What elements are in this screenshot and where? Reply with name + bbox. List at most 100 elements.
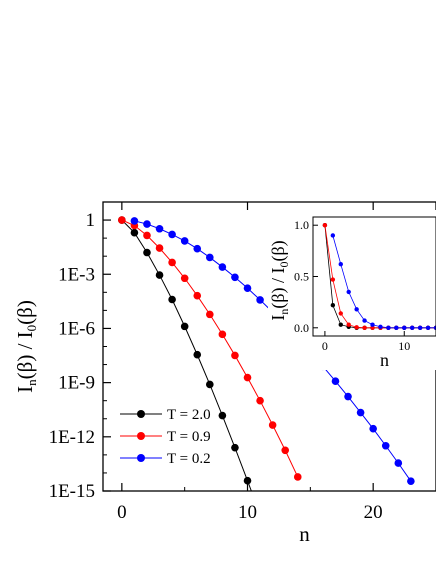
legend-label-2: T = 0.2 <box>167 451 211 467</box>
main-axis-ticks: 0 10 20 1 1E-3 1E-6 1E-9 1E-12 1E-15 <box>49 202 383 523</box>
main-series-0-point-3 <box>155 271 164 279</box>
main-series-1-point-12 <box>268 421 277 429</box>
legend-label-0: T = 2.0 <box>167 407 211 423</box>
inset-y-axis-label: In(β) / I0(β) <box>268 240 291 320</box>
main-series-2-point-5 <box>193 244 202 253</box>
main-y-tick-label-2: 1E-6 <box>58 318 95 339</box>
inset-series-2-point-3 <box>354 307 359 312</box>
main-series-1-point-3 <box>155 244 164 252</box>
inset-series-2-point-8 <box>394 325 399 330</box>
inset-series-1-point-2 <box>338 311 343 316</box>
inset-background <box>268 210 436 370</box>
inset-y-label-sub-top: n <box>277 309 291 315</box>
main-series-1-point-7 <box>206 310 214 319</box>
main-series-2-point-10 <box>256 296 264 304</box>
main-series-2-point-3 <box>168 230 176 239</box>
main-series-0-point-8 <box>218 411 227 420</box>
main-y-tick-label-3: 1E-9 <box>58 373 95 394</box>
inset-series-1-point-3 <box>346 322 351 327</box>
main-y-label-sub-top: n <box>24 379 39 386</box>
main-x-tick-label-2: 20 <box>364 502 383 523</box>
main-series-2-point-6 <box>206 253 214 262</box>
main-series-2-point-20 <box>381 441 390 450</box>
main-series-2-point-2 <box>155 224 164 233</box>
inset-series-2-point-1 <box>338 261 343 267</box>
main-series-0-point-1 <box>130 228 139 237</box>
main-series-1-point-5 <box>180 274 189 283</box>
inset-series-2-point-6 <box>378 324 383 329</box>
inset-y-label-base: I <box>268 315 288 321</box>
inset-y-label-end: (β) <box>268 240 289 261</box>
main-x-axis-label: n <box>299 522 310 546</box>
main-series-0-point-7 <box>206 380 214 389</box>
inset-series-1-point-6 <box>370 325 375 330</box>
inset-series-1-point-4 <box>354 325 359 330</box>
legend-marker-0 <box>137 410 145 418</box>
main-series-2-point-17 <box>344 392 352 401</box>
inset-series-2-point-9 <box>402 325 407 330</box>
legend: T = 2.0 T = 0.9 T = 0.2 <box>120 407 211 467</box>
inset-series-1-point-5 <box>362 325 367 330</box>
legend-marker-2 <box>137 454 145 462</box>
main-y-label-base: I <box>13 386 37 393</box>
main-x-tick-label-0: 0 <box>117 502 127 523</box>
inset-series-2-point-2 <box>346 289 351 295</box>
inset-x-tick-label-1: 10 <box>398 339 410 353</box>
inset-y-tick-label-0: 0.0 <box>294 321 309 335</box>
inset-series-1-point-1 <box>330 277 336 282</box>
main-series-1-point-4 <box>168 258 176 267</box>
main-series-1-point-8 <box>218 330 227 339</box>
main-series-1-point-0 <box>118 216 126 224</box>
inset-series-2-point-12 <box>425 325 431 330</box>
main-series-2-point-0 <box>130 217 139 225</box>
legend-label-1: T = 0.9 <box>167 429 211 445</box>
main-series-1-point-9 <box>231 351 239 360</box>
main-series-1-point-13 <box>281 446 290 455</box>
main-series-line-0 <box>121 219 252 491</box>
main-series-2-point-9 <box>243 284 252 292</box>
main-series-1-point-2 <box>143 231 151 240</box>
main-series-2-point-16 <box>331 377 340 385</box>
main-series-2-point-18 <box>356 408 365 417</box>
main-series-2-point-19 <box>369 424 377 433</box>
inset-axis-ticks: 0 10 0.0 0.5 1.0 <box>294 218 410 353</box>
main-series-0-point-5 <box>180 322 189 331</box>
inset-series-1-point-0 <box>322 223 328 228</box>
inset-series-2-point-11 <box>417 325 423 330</box>
inset-plot-marks <box>322 223 436 330</box>
inset-series-2-point-13 <box>433 325 436 330</box>
main-y-axis-label: In(β) / I0(β) <box>13 300 39 393</box>
main-y-label-mid: (β) / I <box>13 331 37 379</box>
main-series-1-point-14 <box>293 473 302 481</box>
main-series-0-point-2 <box>143 248 151 257</box>
inset-y-tick-label-1: 0.5 <box>294 270 309 284</box>
legend-marker-1 <box>137 432 145 440</box>
main-y-label-end: (β) <box>13 300 37 325</box>
main-series-2-point-1 <box>143 220 151 228</box>
main-series-2-point-8 <box>231 273 239 282</box>
inset-chart: 0 100.00.51.0 n In(β) / I0(β) <box>268 210 436 370</box>
main-series-0-point-11 <box>256 511 264 519</box>
main-y-tick-label-5: 1E-15 <box>49 481 95 502</box>
inset-x-tick-label-0: 0 <box>322 339 328 353</box>
inset-series-0-point-1 <box>330 303 336 308</box>
main-y-tick-label-1: 1E-3 <box>58 264 95 285</box>
main-series-0-point-4 <box>168 295 176 304</box>
inset-series-2-point-4 <box>362 318 367 323</box>
main-series-1-point-6 <box>193 291 202 300</box>
inset-y-tick-label-2: 1.0 <box>294 218 309 232</box>
main-series-0-point-9 <box>231 443 239 452</box>
inset-series-0-point-2 <box>338 322 343 327</box>
inset-series-2-point-7 <box>386 325 391 330</box>
inset-x-axis-label: n <box>380 350 389 370</box>
main-series-2-point-7 <box>218 263 227 271</box>
main-x-tick-label-1: 10 <box>238 502 257 523</box>
inset-y-label-sub-bottom: 0 <box>277 262 291 268</box>
main-series-2-point-4 <box>180 237 189 245</box>
inset-y-label-mid: (β) / I <box>268 268 289 309</box>
main-series-2-point-21 <box>394 459 403 467</box>
main-series-0-point-6 <box>193 350 202 359</box>
main-series-2-point-22 <box>407 477 415 485</box>
